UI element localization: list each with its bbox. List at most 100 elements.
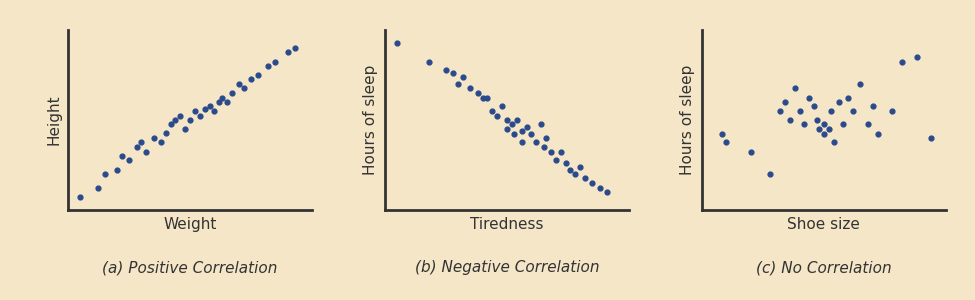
Point: [260, 64, 276, 68]
Point: [592, 186, 607, 191]
Point: [389, 40, 405, 45]
Point: [138, 150, 154, 155]
Point: [73, 195, 88, 200]
X-axis label: Tiredness: Tiredness: [470, 217, 544, 232]
Point: [806, 103, 822, 108]
Point: [267, 60, 283, 65]
Text: (c) No Correlation: (c) No Correlation: [756, 260, 892, 275]
Point: [823, 109, 838, 113]
Point: [192, 114, 208, 119]
Point: [153, 139, 169, 144]
Point: [884, 109, 900, 113]
Point: [499, 118, 515, 122]
Point: [218, 100, 234, 104]
Point: [572, 164, 588, 169]
Point: [202, 103, 217, 108]
Point: [762, 172, 778, 176]
Point: [129, 145, 144, 149]
Point: [243, 76, 258, 81]
Point: [507, 132, 523, 137]
Point: [821, 127, 837, 131]
Point: [207, 109, 222, 113]
Point: [852, 82, 868, 86]
Point: [489, 114, 505, 119]
Y-axis label: Hours of sleep: Hours of sleep: [363, 65, 378, 175]
Point: [816, 121, 832, 126]
Point: [504, 121, 520, 126]
Point: [514, 139, 529, 144]
Point: [599, 190, 615, 194]
Point: [494, 103, 510, 108]
Point: [524, 132, 539, 137]
Point: [236, 85, 252, 90]
Point: [577, 175, 593, 180]
Point: [719, 139, 734, 144]
Point: [548, 157, 564, 162]
Point: [214, 96, 230, 101]
Point: [450, 82, 466, 86]
Point: [462, 85, 478, 90]
Point: [533, 121, 549, 126]
Point: [816, 132, 832, 137]
Point: [485, 109, 500, 113]
Point: [475, 96, 490, 101]
Y-axis label: Hours of sleep: Hours of sleep: [680, 65, 695, 175]
Point: [519, 125, 534, 130]
Point: [223, 91, 239, 95]
Point: [558, 161, 573, 166]
Point: [536, 145, 552, 149]
Text: (a) Positive Correlation: (a) Positive Correlation: [102, 260, 278, 275]
Point: [845, 109, 861, 113]
Point: [811, 127, 827, 131]
Point: [809, 118, 825, 122]
Point: [777, 100, 793, 104]
Point: [251, 73, 266, 77]
Point: [158, 130, 174, 135]
Point: [173, 114, 188, 119]
Point: [826, 139, 841, 144]
Point: [772, 109, 788, 113]
Point: [114, 154, 130, 158]
Point: [514, 128, 529, 133]
Point: [280, 49, 295, 54]
Point: [187, 109, 203, 113]
Point: [421, 60, 437, 65]
Point: [177, 127, 193, 131]
Point: [553, 150, 568, 155]
Point: [134, 139, 149, 144]
Point: [109, 168, 125, 173]
Point: [831, 100, 846, 104]
Point: [787, 85, 802, 90]
Point: [870, 132, 885, 137]
Point: [538, 136, 554, 140]
Point: [792, 109, 807, 113]
Point: [585, 181, 601, 185]
Point: [894, 60, 910, 65]
Point: [197, 107, 213, 112]
Point: [168, 118, 183, 122]
Point: [182, 118, 198, 122]
Point: [567, 172, 583, 176]
Point: [499, 127, 515, 131]
Point: [801, 96, 817, 101]
Point: [121, 157, 137, 162]
Point: [90, 186, 105, 191]
Point: [909, 55, 924, 59]
Point: [528, 139, 544, 144]
Point: [212, 100, 227, 104]
Point: [543, 150, 559, 155]
Point: [98, 172, 112, 176]
Point: [865, 103, 880, 108]
Point: [480, 96, 495, 101]
Point: [743, 150, 759, 155]
Point: [287, 46, 302, 50]
Point: [446, 71, 461, 76]
Point: [563, 168, 578, 173]
Point: [438, 67, 453, 72]
Point: [509, 118, 525, 122]
X-axis label: Weight: Weight: [164, 217, 216, 232]
Text: (b) Negative Correlation: (b) Negative Correlation: [414, 260, 600, 275]
Point: [455, 74, 471, 79]
Y-axis label: Height: Height: [46, 95, 61, 145]
Point: [145, 136, 161, 140]
